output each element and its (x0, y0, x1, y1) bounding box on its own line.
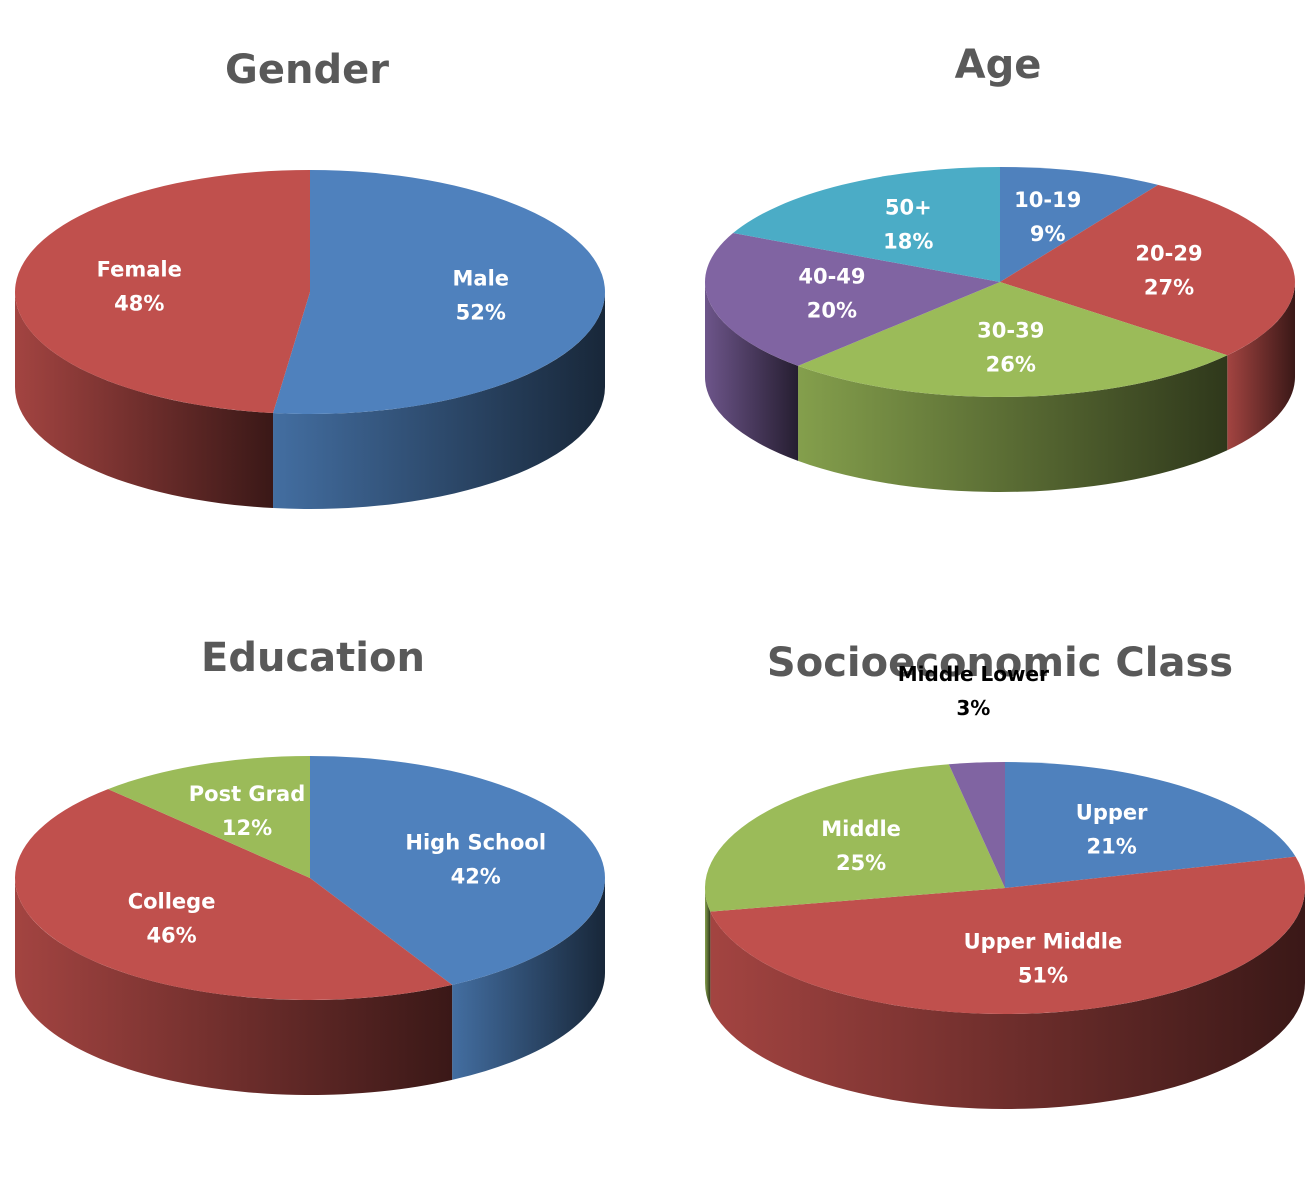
data-label-name: 30-39 (977, 319, 1044, 343)
data-label-name: Upper Middle (964, 929, 1123, 953)
chart-title: Socioeconomic Class (767, 640, 1233, 686)
slice (310, 756, 605, 985)
data-label-name: Female (97, 258, 182, 282)
chart-title: Age (955, 42, 1042, 88)
slice (710, 856, 1305, 1014)
data-label-value: 51% (1018, 963, 1068, 987)
data-label-value: 48% (114, 292, 164, 316)
pie-sides (705, 888, 1305, 1109)
data-label-name: Middle Lower (898, 662, 1049, 686)
chart-title: Education (201, 635, 425, 681)
pie-sides (15, 878, 605, 1095)
data-label-name: 50+ (885, 196, 932, 220)
data-label-value: 26% (986, 353, 1036, 377)
data-label-value: 3% (956, 696, 990, 720)
slice (948, 762, 1005, 888)
data-label-value: 27% (1144, 276, 1194, 300)
slice (15, 789, 453, 1000)
data-label-value: 46% (146, 924, 196, 948)
slice-side (1227, 282, 1295, 451)
slice (705, 764, 1005, 912)
slice (273, 170, 605, 414)
data-label-name: Post Grad (189, 782, 305, 806)
data-label-value: 18% (883, 230, 933, 254)
slice-side (452, 878, 605, 1080)
pie-chart: Age 10-19 9% 20-29 27% 30-39 26% 40-49 20% 50+ 18% (705, 42, 1295, 492)
data-label-name: Upper (1076, 800, 1148, 824)
data-label-name: 40-49 (798, 264, 865, 288)
data-label-value: 42% (451, 864, 501, 888)
slice-side (798, 355, 1228, 492)
slice-side (705, 282, 799, 461)
data-label-name: College (128, 890, 216, 914)
slice (705, 233, 1000, 366)
slice-side (710, 888, 1305, 1109)
slice (733, 167, 1000, 282)
slice (1005, 762, 1296, 888)
data-label-value: 20% (807, 298, 857, 322)
slice (798, 282, 1228, 397)
slice (14, 170, 311, 414)
slice-side (15, 878, 453, 1095)
slice (108, 756, 311, 878)
data-label-name: 20-29 (1135, 242, 1202, 266)
chart-title: Gender (225, 47, 389, 93)
data-label-value: 9% (1030, 222, 1066, 246)
data-label-name: 10-19 (1014, 188, 1081, 212)
pie-sides (15, 292, 605, 509)
slice-side (705, 888, 711, 1007)
data-label-name: Middle (821, 817, 901, 841)
slice (1000, 184, 1295, 356)
data-label-value: 25% (836, 851, 886, 875)
pie-chart: Gender Male 52% Female 48% (14, 47, 605, 509)
data-label-value: 21% (1087, 834, 1137, 858)
data-label-value: 12% (222, 816, 272, 840)
slice-side (273, 292, 605, 509)
pie-chart: Socioeconomic Class Upper 21% Upper Middle 5… (705, 640, 1305, 1109)
pie-chart: Education High School 42% College 46% Post Gr… (15, 635, 605, 1095)
slice (1000, 167, 1159, 282)
slice-side (15, 292, 274, 509)
data-label-name: High School (405, 830, 546, 854)
data-label-name: Male (453, 266, 510, 290)
pie-sides (705, 282, 1295, 492)
data-label-value: 52% (456, 300, 506, 324)
